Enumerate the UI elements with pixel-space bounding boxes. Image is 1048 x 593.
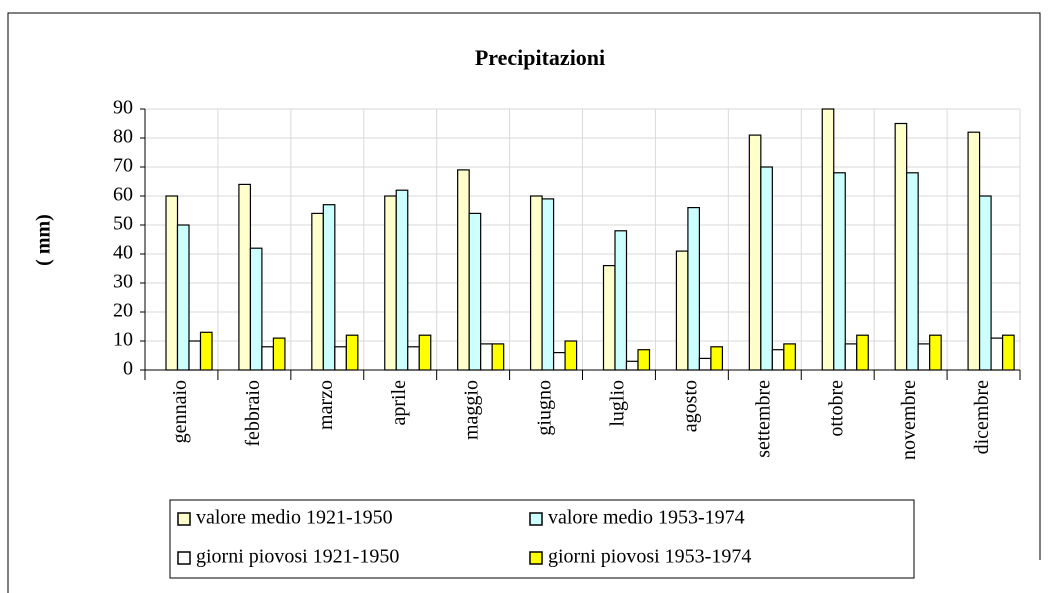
legend-label: giorni piovosi 1921-1950 xyxy=(196,546,399,568)
bar xyxy=(698,357,712,371)
y-tick-label: 10 xyxy=(113,329,133,351)
x-tick-label: settembre xyxy=(752,380,774,458)
bar xyxy=(990,337,1004,371)
y-tick-label: 30 xyxy=(113,271,133,293)
x-tick-label: gennaio xyxy=(169,380,191,443)
bar xyxy=(238,183,252,371)
y-tick-label: 0 xyxy=(123,358,133,380)
bar xyxy=(687,207,701,371)
bar xyxy=(480,343,493,371)
bar xyxy=(468,212,482,371)
bar xyxy=(249,247,263,371)
x-tick-label: febbraio xyxy=(242,380,264,447)
bar xyxy=(322,204,336,371)
x-tick-label: maggio xyxy=(461,380,483,440)
legend-swatch xyxy=(529,551,543,565)
bar xyxy=(407,346,420,371)
y-tick-label: 80 xyxy=(113,126,133,148)
chart-title: Precipitazioni xyxy=(475,45,605,70)
bar xyxy=(821,108,835,371)
bar xyxy=(311,212,324,371)
bar xyxy=(384,195,397,371)
bar xyxy=(760,166,773,371)
bar xyxy=(552,352,566,371)
bar xyxy=(929,334,942,371)
y-tick-label: 50 xyxy=(113,213,133,235)
bar xyxy=(334,346,347,371)
bar xyxy=(529,195,543,371)
x-tick-label: dicembre xyxy=(971,380,993,455)
y-tick-label: 20 xyxy=(113,300,133,322)
y-tick-label: 40 xyxy=(113,242,133,264)
y-axis-label: ( mm) xyxy=(33,214,55,266)
bar xyxy=(614,230,628,371)
bar xyxy=(199,331,213,371)
bar xyxy=(833,172,846,371)
bar xyxy=(894,122,908,371)
bar xyxy=(457,169,470,371)
legend-swatch xyxy=(177,512,191,526)
bar xyxy=(710,346,724,371)
bar xyxy=(856,334,869,371)
bar xyxy=(165,195,179,371)
y-tick-label: 60 xyxy=(113,184,133,206)
bar xyxy=(637,349,651,371)
x-tick-label: giugno xyxy=(534,380,556,436)
bar xyxy=(395,189,409,371)
legend-label: valore medio 1921-1950 xyxy=(196,507,393,529)
frame xyxy=(7,12,1041,593)
x-tick-label: marzo xyxy=(315,380,337,430)
x-tick-label: ottobre xyxy=(825,380,847,437)
bar xyxy=(176,224,190,371)
bar xyxy=(978,195,992,371)
x-tick-label: novembre xyxy=(898,380,920,460)
bar xyxy=(418,334,432,371)
bar xyxy=(917,343,931,371)
bar xyxy=(491,343,505,371)
bar xyxy=(771,349,785,371)
legend-label: valore medio 1953-1974 xyxy=(548,507,745,529)
bar xyxy=(967,131,981,371)
y-tick-label: 90 xyxy=(113,97,133,119)
y-tick-label: 70 xyxy=(113,155,133,177)
bar xyxy=(272,337,286,371)
bar xyxy=(783,343,796,371)
bar xyxy=(906,172,919,371)
bar xyxy=(1001,334,1015,371)
bar xyxy=(541,198,555,371)
bar xyxy=(602,265,616,371)
bar xyxy=(748,134,762,371)
x-tick-label: aprile xyxy=(388,380,410,426)
bar xyxy=(261,346,275,371)
legend-label: giorni piovosi 1953-1974 xyxy=(548,546,751,568)
bar xyxy=(675,250,689,371)
bar xyxy=(188,340,202,371)
bar xyxy=(564,340,578,371)
bar xyxy=(345,334,359,371)
bar xyxy=(844,343,858,371)
bar xyxy=(625,360,639,371)
legend-swatch xyxy=(177,551,191,565)
x-tick-label: agosto xyxy=(679,380,701,432)
legend-swatch xyxy=(529,512,543,526)
x-tick-label: luglio xyxy=(607,380,629,427)
